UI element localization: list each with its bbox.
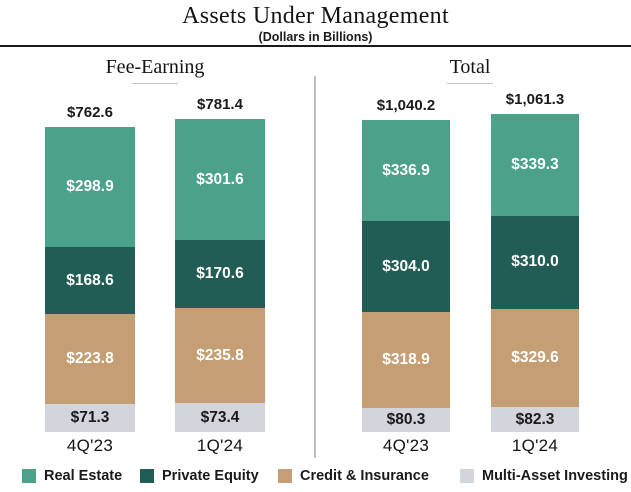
page-title: Assets Under Management <box>182 3 449 29</box>
bar-segment-value: $235.8 <box>196 346 244 364</box>
legend-item-real-estate: Real Estate <box>22 468 122 484</box>
group-header-total: Total <box>370 56 570 84</box>
bar-segment-multi-asset-investing-1q-24-fee-earning: $73.4 <box>175 402 265 433</box>
bar-segment-value: $339.3 <box>511 156 559 174</box>
bar-segment-credit-insurance-4q-23-total: $318.9 <box>362 312 450 408</box>
bar-segment-value: $80.3 <box>386 411 426 429</box>
bar-segment-value: $310.0 <box>511 253 559 271</box>
bar-total-label-4q-23-total: $1,040.2 <box>376 97 436 114</box>
group-header-fee-earning: Fee-Earning <box>55 56 255 84</box>
legend-swatch-multi-asset <box>460 469 474 483</box>
bar-segment-value: $304.0 <box>382 257 430 275</box>
legend-swatch-real-estate <box>22 469 36 483</box>
divider-rule <box>0 45 631 47</box>
legend-item-credit-insurance: Credit & Insurance <box>278 468 429 484</box>
legend-swatch-private-equity <box>140 469 154 483</box>
bar-segment-value: $71.3 <box>70 409 110 426</box>
bar-segment-value: $170.6 <box>196 265 244 283</box>
bar-1q-24-fee-earning: $301.6 $170.6 $235.8 $73.4 <box>175 119 265 433</box>
bar-segment-real-estate-4q-23-fee-earning: $298.9 <box>45 127 135 247</box>
bar-segment-value: $318.9 <box>382 351 430 369</box>
bar-4q-23-total: $336.9 $304.0 $318.9 $80.3 <box>362 120 450 432</box>
bar-category-label-1q-24-fee-earning: 1Q'24 <box>196 436 244 455</box>
group-header-total-label: Total <box>449 56 491 78</box>
legend-label-private-equity: Private Equity <box>162 468 259 484</box>
bar-segment-credit-insurance-4q-23-fee-earning: $223.8 <box>45 313 135 404</box>
bar-segment-value: $329.6 <box>511 349 559 367</box>
legend-item-multi-asset: Multi-Asset Investing <box>460 468 628 484</box>
group-header-underline <box>132 83 178 84</box>
bar-category-label-1q-24-total: 1Q'24 <box>511 436 559 455</box>
legend-label-real-estate: Real Estate <box>44 468 123 484</box>
bar-total-label-4q-23-fee-earning: $762.6 <box>67 104 113 121</box>
bar-segment-value: $301.6 <box>196 170 244 188</box>
bar-segment-value: $82.3 <box>515 410 555 428</box>
legend-label-multi-asset: Multi-Asset Investing <box>482 468 628 484</box>
bar-segment-credit-insurance-1q-24-fee-earning: $235.8 <box>175 308 265 403</box>
bar-segment-value: $298.9 <box>66 178 114 196</box>
bar-segment-multi-asset-investing-1q-24-total: $82.3 <box>491 407 579 432</box>
bar-segment-value: $336.9 <box>382 161 430 179</box>
legend-swatch-credit-insurance <box>278 469 292 483</box>
bar-segment-multi-asset-investing-4q-23-total: $80.3 <box>362 407 450 432</box>
group-divider-line <box>314 76 316 458</box>
bar-segment-value: $168.6 <box>66 271 114 289</box>
legend-label-credit-insurance: Credit & Insurance <box>300 468 429 484</box>
group-header-fee-earning-label: Fee-Earning <box>105 56 205 78</box>
bar-segment-real-estate-4q-23-total: $336.9 <box>362 120 450 222</box>
group-header-underline <box>447 83 493 84</box>
bar-total-label-1q-24-total: $1,061.3 <box>505 91 565 108</box>
bar-segment-private-equity-4q-23-total: $304.0 <box>362 221 450 313</box>
bar-1q-24-total: $339.3 $310.0 $329.6 $82.3 <box>491 114 579 432</box>
bar-segment-value: $223.8 <box>66 349 114 367</box>
bar-segment-multi-asset-investing-4q-23-fee-earning: $71.3 <box>45 403 135 433</box>
bar-segment-real-estate-1q-24-total: $339.3 <box>491 114 579 216</box>
bar-4q-23-fee-earning: $298.9 $168.6 $223.8 $71.3 <box>45 127 135 433</box>
bar-segment-private-equity-1q-24-fee-earning: $170.6 <box>175 239 265 309</box>
bar-segment-real-estate-1q-24-fee-earning: $301.6 <box>175 119 265 240</box>
page-subtitle: (Dollars in Billions) <box>258 30 373 44</box>
bar-category-label-4q-23-fee-earning: 4Q'23 <box>66 436 114 455</box>
bar-segment-private-equity-1q-24-total: $310.0 <box>491 215 579 309</box>
bar-segment-private-equity-4q-23-fee-earning: $168.6 <box>45 246 135 314</box>
legend-item-private-equity: Private Equity <box>140 468 259 484</box>
bar-segment-value: $73.4 <box>200 408 240 426</box>
bar-segment-credit-insurance-1q-24-total: $329.6 <box>491 308 579 408</box>
bar-category-label-4q-23-total: 4Q'23 <box>382 436 430 455</box>
bar-total-label-1q-24-fee-earning: $781.4 <box>197 96 243 113</box>
